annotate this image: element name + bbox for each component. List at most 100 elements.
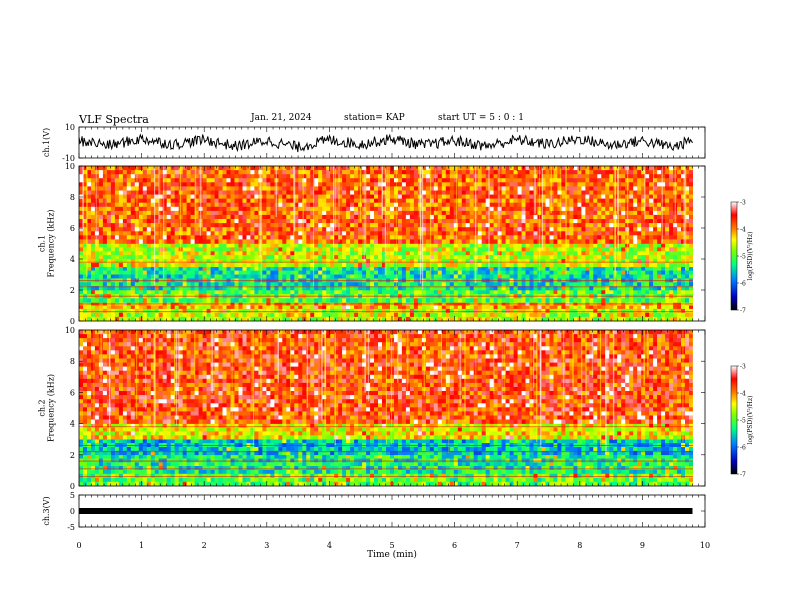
spectrogram-cell — [545, 274, 550, 279]
spectrogram-cell — [449, 223, 455, 228]
spectrogram-cell — [166, 262, 171, 268]
spectrogram-cell — [605, 282, 610, 287]
spectrogram-cell — [130, 316, 136, 321]
spectrogram-cell — [106, 305, 112, 309]
spectrogram-cell — [174, 170, 179, 175]
spectrogram-cell — [469, 270, 474, 275]
spectrogram-cell — [218, 198, 223, 203]
spectrogram-cell — [122, 227, 128, 232]
spectrogram-cell — [549, 312, 554, 318]
spectrogram-cell — [609, 312, 614, 318]
spectrogram-cell — [330, 312, 335, 318]
spectrogram-cell — [226, 298, 231, 303]
spectrogram-cell — [226, 219, 231, 224]
spectrogram-cell — [118, 178, 124, 183]
spectrogram-cell — [150, 194, 156, 199]
spectrogram-cell — [433, 206, 439, 212]
spectrogram-cell — [154, 231, 160, 236]
spectrogram-cell — [266, 255, 271, 260]
spectrogram-cell — [254, 298, 259, 303]
spectrogram-cell — [330, 262, 335, 268]
spectrogram-cell — [318, 270, 323, 275]
spectrogram-cell — [106, 247, 112, 252]
spectrogram-cell — [669, 274, 674, 279]
spectrogram-cell — [266, 178, 271, 183]
spectrogram-cell — [453, 308, 459, 313]
spectrogram-cell — [621, 298, 626, 303]
spectrogram-cell — [338, 266, 343, 271]
spectrogram-cell — [318, 259, 323, 264]
spectrogram-cell — [421, 290, 427, 295]
spectrogram-cell — [485, 266, 490, 271]
spectrogram-cell — [238, 251, 243, 256]
spectrogram-cell — [154, 174, 160, 179]
spectrogram-cell — [142, 239, 148, 244]
spectrogram-cell — [326, 259, 331, 264]
spectrogram-cell — [573, 262, 578, 268]
spectrogram-cell — [270, 186, 275, 191]
spectrogram-cell — [409, 308, 415, 313]
spectrogram-cell — [533, 305, 538, 309]
spectrogram-cell — [525, 266, 530, 271]
spectrogram-cell — [226, 198, 231, 203]
spectrogram-cell — [282, 190, 287, 195]
spectrogram-cell — [461, 239, 467, 244]
spectrogram-cell — [509, 274, 514, 279]
spectrogram-cell — [346, 266, 351, 271]
spectrogram-cell — [250, 262, 255, 268]
spectrogram-cell — [382, 214, 387, 220]
spectrogram-cell — [218, 186, 223, 191]
spectrogram-cell — [138, 227, 144, 232]
spectrogram-cell — [254, 182, 259, 187]
spectrogram-cell — [154, 282, 160, 287]
spectrogram-cell — [118, 206, 124, 212]
spectrogram-cell — [118, 174, 124, 179]
spectrogram-cell — [254, 270, 259, 275]
spectrogram-cell — [154, 312, 160, 318]
spectrogram-cell — [154, 214, 160, 220]
spectrogram-cell — [114, 182, 120, 187]
spectrogram-cell — [314, 262, 319, 268]
spectrogram-cell — [465, 206, 470, 212]
spectrogram-cell — [254, 262, 259, 268]
spectrogram-cell — [413, 243, 419, 248]
spectrogram-cell — [298, 219, 303, 224]
spectrogram-cell — [354, 286, 359, 291]
spectrogram-cell — [477, 178, 482, 183]
spectrogram-cell — [681, 270, 686, 275]
spectrogram-cell — [246, 235, 251, 240]
spectrogram-cell — [94, 214, 100, 220]
spectrogram-cell — [338, 270, 343, 275]
spectrogram-cell — [314, 227, 319, 232]
spectrogram-cell — [258, 312, 263, 318]
spectrogram-cell — [657, 290, 662, 295]
spectrogram-cell — [390, 231, 395, 236]
spectrogram-cell — [286, 202, 291, 208]
spectrogram-cell — [354, 202, 359, 208]
spectrogram-cell — [318, 166, 323, 171]
spectrogram-cell — [262, 178, 267, 183]
spectrogram-cell — [298, 214, 303, 220]
spectrogram-cell — [102, 290, 108, 295]
spectrogram-cell — [521, 274, 526, 279]
spectrogram-cell — [238, 223, 243, 228]
spectrogram-cell — [87, 210, 92, 216]
spectrogram-cell — [118, 214, 124, 220]
spectrogram-cell — [266, 316, 271, 321]
spectrogram-cell — [461, 190, 467, 195]
spectrogram-cell — [378, 194, 383, 199]
spectrogram-cell — [358, 305, 363, 309]
spectrogram-cell — [206, 174, 211, 179]
spectrogram-cell — [338, 198, 343, 203]
spectrogram-cell — [226, 243, 231, 248]
spectrogram-cell — [390, 266, 395, 271]
spectrogram-cell — [401, 214, 407, 220]
spectrogram-cell — [413, 223, 419, 228]
spectrogram-cell — [234, 262, 239, 268]
spectrogram-cell — [234, 266, 239, 271]
spectrogram-cell — [306, 206, 311, 212]
spectrogram-cell — [306, 178, 311, 183]
spectrogram-cell — [346, 190, 351, 195]
spectrogram-cell — [437, 198, 443, 203]
spectrogram-cell — [565, 305, 570, 309]
